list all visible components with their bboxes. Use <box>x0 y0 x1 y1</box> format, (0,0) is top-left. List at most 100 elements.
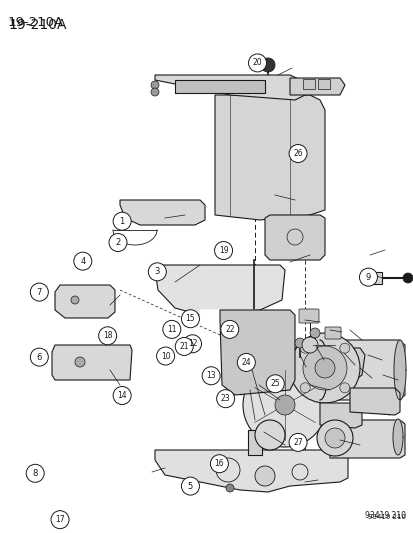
Circle shape <box>151 81 159 89</box>
Text: 23: 23 <box>220 394 230 403</box>
Polygon shape <box>55 285 115 318</box>
Circle shape <box>71 296 79 304</box>
Polygon shape <box>329 420 404 458</box>
Polygon shape <box>319 340 327 400</box>
Polygon shape <box>154 265 284 315</box>
Polygon shape <box>366 272 381 284</box>
Text: 93419 210: 93419 210 <box>367 514 405 520</box>
Circle shape <box>316 420 352 456</box>
Circle shape <box>30 283 48 301</box>
Text: 3: 3 <box>154 268 159 276</box>
Circle shape <box>260 58 274 72</box>
Text: 16: 16 <box>214 459 224 468</box>
Polygon shape <box>349 388 399 415</box>
Text: 7: 7 <box>37 288 42 296</box>
Circle shape <box>289 333 359 403</box>
Circle shape <box>220 320 238 338</box>
Circle shape <box>151 88 159 96</box>
Circle shape <box>274 395 294 415</box>
Circle shape <box>156 347 174 365</box>
Polygon shape <box>52 345 132 380</box>
Text: 26: 26 <box>292 149 302 158</box>
Circle shape <box>254 466 274 486</box>
Text: 12: 12 <box>188 340 197 348</box>
Text: 13: 13 <box>206 372 216 380</box>
Circle shape <box>288 433 306 451</box>
Circle shape <box>324 428 344 448</box>
Circle shape <box>358 268 377 286</box>
Polygon shape <box>230 348 364 382</box>
Circle shape <box>113 386 131 405</box>
Polygon shape <box>319 340 404 400</box>
Text: 4: 4 <box>80 257 85 265</box>
Text: 19-210A: 19-210A <box>8 18 66 32</box>
Text: 18: 18 <box>103 332 112 340</box>
Text: 6: 6 <box>37 353 42 361</box>
Circle shape <box>74 252 92 270</box>
Polygon shape <box>154 75 304 100</box>
Circle shape <box>181 477 199 495</box>
Text: 17: 17 <box>55 515 65 524</box>
Polygon shape <box>199 310 254 328</box>
Circle shape <box>242 363 326 447</box>
Circle shape <box>402 273 412 283</box>
Circle shape <box>301 337 317 353</box>
Polygon shape <box>175 80 264 93</box>
Circle shape <box>162 320 180 338</box>
Polygon shape <box>154 450 347 492</box>
Text: 20: 20 <box>252 59 262 67</box>
Polygon shape <box>392 419 402 455</box>
Circle shape <box>51 511 69 529</box>
Text: 8: 8 <box>33 469 38 478</box>
Polygon shape <box>319 403 361 428</box>
Circle shape <box>302 346 346 390</box>
Text: 14: 14 <box>117 391 127 400</box>
Polygon shape <box>289 78 344 95</box>
Circle shape <box>26 464 44 482</box>
Text: 93419 210: 93419 210 <box>364 511 405 520</box>
Circle shape <box>254 420 284 450</box>
Circle shape <box>216 390 234 408</box>
Circle shape <box>75 357 85 367</box>
Circle shape <box>98 327 116 345</box>
Text: 24: 24 <box>241 358 251 367</box>
Circle shape <box>294 338 304 348</box>
Text: 10: 10 <box>160 352 170 360</box>
Circle shape <box>210 455 228 473</box>
Circle shape <box>266 375 284 393</box>
Circle shape <box>314 358 334 378</box>
Circle shape <box>299 383 309 393</box>
Circle shape <box>225 484 233 492</box>
Text: 9: 9 <box>365 273 370 281</box>
Text: 2: 2 <box>115 238 120 247</box>
FancyBboxPatch shape <box>324 327 340 339</box>
Circle shape <box>175 337 193 356</box>
Circle shape <box>309 328 319 338</box>
Polygon shape <box>120 200 204 225</box>
FancyBboxPatch shape <box>317 79 329 89</box>
Text: 21: 21 <box>179 342 188 351</box>
Text: 11: 11 <box>167 325 176 334</box>
Circle shape <box>113 212 131 230</box>
Text: 19: 19 <box>218 246 228 255</box>
Text: 22: 22 <box>225 325 234 334</box>
Polygon shape <box>219 310 294 395</box>
Circle shape <box>109 233 127 252</box>
Text: 5: 5 <box>188 482 192 490</box>
Circle shape <box>339 343 349 353</box>
Polygon shape <box>214 95 324 220</box>
FancyBboxPatch shape <box>298 309 318 323</box>
Polygon shape <box>247 430 261 455</box>
Circle shape <box>214 241 232 260</box>
Circle shape <box>30 348 48 366</box>
Circle shape <box>202 367 220 385</box>
Text: 15: 15 <box>185 314 195 323</box>
Circle shape <box>248 54 266 72</box>
Text: 25: 25 <box>270 379 280 388</box>
Polygon shape <box>264 215 324 260</box>
Circle shape <box>148 263 166 281</box>
Text: 27: 27 <box>292 438 302 447</box>
FancyBboxPatch shape <box>302 79 314 89</box>
Circle shape <box>299 343 309 353</box>
Circle shape <box>183 335 201 353</box>
